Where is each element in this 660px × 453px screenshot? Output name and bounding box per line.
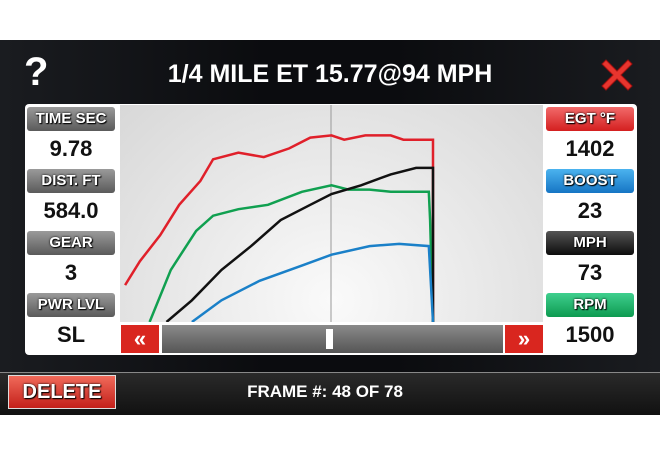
right-gauges: EGT °F 1402 BOOST 23 MPH 73 RPM 1500 (544, 105, 636, 353)
gauge-value-dist: 584.0 (43, 198, 99, 223)
next-frame-button[interactable]: » (505, 325, 543, 353)
close-icon[interactable] (600, 58, 634, 92)
left-gauges: TIME SEC 9.78 DIST. FT 584.0 GEAR 3 PWR … (25, 105, 117, 353)
gauge-label-egt: EGT °F (546, 107, 634, 131)
gauge-value-pwr: SL (56, 322, 86, 347)
gauge-label-time: TIME SEC (27, 107, 115, 131)
gauge-value-egt: 1402 (565, 136, 615, 161)
log-chart (120, 105, 543, 322)
gauge-label-mph: MPH (546, 231, 634, 255)
gauge-label-rpm: RPM (546, 293, 634, 317)
scrubber-thumb[interactable] (326, 329, 334, 349)
gauge-value-time: 9.78 (49, 136, 93, 161)
page-title: 1/4 MILE ET 15.77@94 MPH (167, 60, 493, 88)
series-line-3 (191, 242, 435, 322)
frame-counter: FRAME #: 48 OF 78 (247, 382, 403, 401)
chart-svg (124, 105, 435, 322)
gauge-label-boost: BOOST (546, 169, 634, 193)
previous-frame-button[interactable]: « (121, 325, 159, 353)
gauge-label-pwr: PWR LVL (27, 293, 115, 317)
series-line-0 (124, 134, 435, 322)
gauge-value-rpm: 1500 (565, 322, 615, 347)
gauge-label-dist: DIST. FT (27, 169, 115, 193)
frame-scrubber[interactable] (162, 325, 503, 353)
gauge-value-boost: 23 (577, 198, 603, 223)
series-line-1 (148, 184, 435, 322)
gauge-value-mph: 73 (577, 260, 603, 285)
gauge-value-gear: 3 (64, 260, 78, 285)
help-button[interactable]: ? (24, 50, 49, 94)
delete-button[interactable]: DELETE (8, 375, 116, 409)
gauge-label-gear: GEAR (27, 231, 115, 255)
series-line-2 (165, 166, 435, 322)
